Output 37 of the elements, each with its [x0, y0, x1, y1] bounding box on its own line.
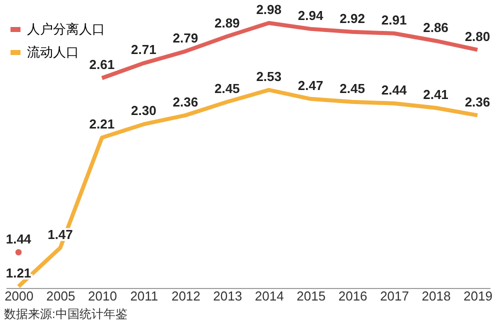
data-label: 2.98 — [256, 2, 282, 17]
x-tick-label: 2011 — [130, 288, 158, 304]
x-tick-label: 2014 — [254, 288, 284, 304]
data-label: 2.44 — [381, 82, 408, 98]
data-label: 2.36 — [464, 94, 490, 110]
data-label: 1.44 — [6, 231, 32, 246]
data-label: 2.61 — [89, 57, 115, 72]
x-tick-label: 2013 — [213, 288, 242, 304]
x-tick-label: 2015 — [296, 288, 326, 304]
x-tick-label: 2016 — [338, 288, 368, 304]
data-label: 2.91 — [381, 12, 407, 28]
data-label: 2.89 — [214, 15, 240, 30]
data-label: 2.30 — [131, 103, 156, 118]
legend-label: 人户分离人口 — [27, 22, 105, 36]
data-label: 2.86 — [423, 20, 448, 35]
data-label: 2.45 — [340, 80, 365, 96]
data-label: 2.80 — [464, 28, 490, 44]
data-label: 2.71 — [131, 42, 156, 58]
data-label: 2.21 — [89, 116, 115, 132]
x-tick-label: 2012 — [171, 288, 200, 304]
x-tick-label: 2018 — [422, 288, 451, 304]
data-label: 2.53 — [256, 68, 282, 84]
data-label: 2.45 — [214, 80, 240, 96]
data-label: 2.92 — [340, 10, 365, 26]
data-label: 1.21 — [6, 266, 32, 281]
data-label: 2.79 — [172, 30, 198, 46]
source-note: 数据来源:中国统计年鉴 — [4, 307, 128, 321]
x-tick-label: 2019 — [464, 288, 492, 304]
legend-label: 流动人口 — [27, 44, 79, 60]
x-tick-label: 2005 — [46, 288, 76, 304]
x-tick-label: 2017 — [380, 288, 409, 304]
data-label: 2.47 — [298, 78, 324, 93]
data-label: 2.41 — [423, 86, 448, 102]
x-tick-label: 2010 — [88, 288, 117, 304]
data-label: 2.94 — [298, 8, 324, 23]
data-label: 2.36 — [172, 94, 198, 110]
x-tick-label: 2000 — [4, 288, 34, 304]
